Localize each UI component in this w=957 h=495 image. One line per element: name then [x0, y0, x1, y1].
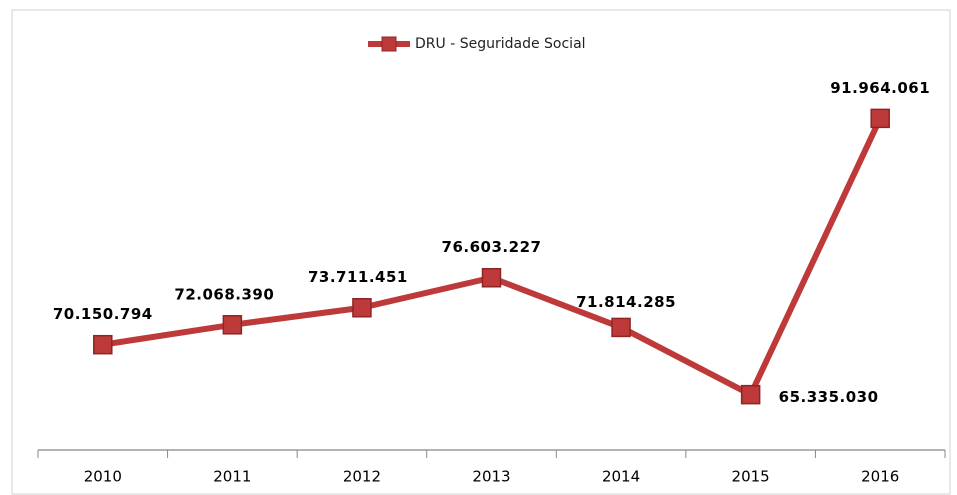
data-label: 73.711.451 — [308, 268, 408, 286]
data-label: 71.814.285 — [576, 293, 676, 311]
point-marker — [222, 315, 243, 335]
data-label: 91.964.061 — [830, 79, 930, 97]
x-tick-label: 2011 — [213, 468, 251, 486]
point-marker — [611, 317, 631, 338]
legend-marker — [381, 36, 397, 52]
chart-frame — [11, 9, 951, 495]
x-tick-label: 2015 — [732, 468, 770, 486]
x-tick-label: 2014 — [602, 468, 640, 486]
x-tick-label: 2012 — [343, 468, 381, 486]
data-label: 65.335.030 — [779, 388, 879, 406]
x-tick-label: 2013 — [472, 468, 510, 486]
x-tick-label: 2010 — [84, 468, 122, 486]
point-marker — [352, 297, 372, 318]
legend-label: DRU - Seguridade Social — [415, 36, 586, 52]
data-label: 76.603.227 — [442, 238, 542, 256]
point-marker — [870, 108, 890, 129]
point-marker — [740, 384, 761, 405]
x-tick-label: 2016 — [861, 468, 899, 486]
point-marker — [481, 267, 502, 288]
data-label: 70.150.794 — [53, 305, 153, 323]
data-label: 72.068.390 — [174, 285, 274, 303]
point-marker — [93, 334, 113, 355]
